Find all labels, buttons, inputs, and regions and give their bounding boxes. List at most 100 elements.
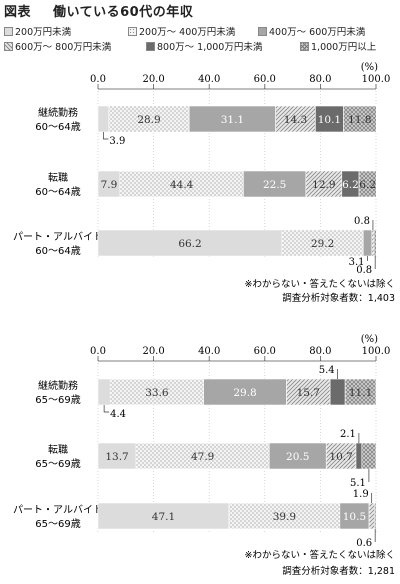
note-exclusion: ※わからない・答えたくないは除く bbox=[245, 549, 395, 561]
legend-label-2: 200万～ 400万円未満 bbox=[139, 27, 236, 38]
bar-segment bbox=[339, 502, 370, 530]
data-label: 22.5 bbox=[263, 179, 286, 191]
legend-item-2: 200万～ 400万円未満 bbox=[128, 27, 235, 39]
legend-label-6: 1,000万円以上 bbox=[311, 42, 377, 53]
bar-segment bbox=[97, 442, 137, 470]
note-sample-size: 調査分析対象者数：1,403 bbox=[282, 292, 395, 304]
category-label: 転職 bbox=[48, 172, 68, 184]
legend-item-5: 800万～ 1,000万円未満 bbox=[146, 42, 262, 54]
bar-segment bbox=[243, 170, 307, 198]
chart-panel-1: (%) 0.0 20.0 40.0 60.0 80.0 100.0 継続勤務 60～64歳 3.9… bbox=[13, 62, 395, 304]
bar-segment bbox=[97, 378, 111, 406]
title-prefix: 図表 bbox=[4, 5, 32, 20]
data-label: 5.4 bbox=[319, 365, 335, 376]
data-label: 10.5 bbox=[343, 511, 366, 523]
bar-segment bbox=[109, 378, 204, 406]
category-label: 60～64歳 bbox=[35, 186, 80, 198]
bar-segment bbox=[371, 229, 375, 257]
callout-line bbox=[103, 405, 110, 413]
data-label: 15.7 bbox=[297, 387, 320, 399]
bar-segment bbox=[268, 442, 327, 470]
bar-segment bbox=[358, 170, 377, 198]
bar-segment bbox=[374, 502, 377, 530]
x-tick-label: 20.0 bbox=[142, 346, 164, 357]
x-tick-label: 20.0 bbox=[142, 74, 164, 85]
legend-swatch-3 bbox=[258, 27, 267, 36]
bar-segment bbox=[343, 105, 377, 133]
bar-segment bbox=[361, 442, 377, 470]
bar-segment bbox=[305, 170, 343, 198]
x-tick-label: 40.0 bbox=[198, 346, 220, 357]
data-label: 4.4 bbox=[110, 409, 126, 420]
data-label: 6.2 bbox=[342, 179, 359, 191]
data-label: 47.1 bbox=[152, 511, 175, 523]
data-label: 13.7 bbox=[105, 451, 128, 463]
chart-title: 図表 働いている60代の年収 bbox=[4, 1, 193, 20]
callout-line bbox=[103, 132, 109, 140]
data-label: 11.1 bbox=[349, 387, 372, 399]
legend-item-3: 400万～ 600万円未満 bbox=[258, 27, 365, 39]
category-label: 65～69歳 bbox=[35, 518, 80, 530]
chart-panel-2: (%) 0.0 20.0 40.0 60.0 80.0 100.0 継続勤務 65～69歳 4.4… bbox=[13, 334, 395, 577]
x-tick-label: 60.0 bbox=[254, 346, 276, 357]
bar-segment bbox=[286, 378, 331, 406]
data-label: 28.9 bbox=[137, 114, 160, 126]
data-label: 0.8 bbox=[354, 216, 370, 227]
bar-segment bbox=[281, 229, 364, 257]
category-label: 65～69歳 bbox=[35, 394, 80, 406]
bar-segment bbox=[97, 105, 110, 133]
x-tick-label: 60.0 bbox=[254, 74, 276, 85]
data-label: 12.9 bbox=[312, 179, 335, 191]
bar-segment bbox=[97, 502, 230, 530]
title-text: 働いている60代の年収 bbox=[53, 5, 194, 20]
category-label: 60～64歳 bbox=[35, 121, 80, 133]
data-label: 0.8 bbox=[356, 265, 372, 276]
bar-segment bbox=[329, 378, 346, 406]
bar-segment bbox=[344, 378, 377, 406]
bar-segment bbox=[108, 105, 190, 133]
legend-swatch-1 bbox=[4, 27, 13, 36]
unit-label: (%) bbox=[361, 62, 378, 73]
note-sample-size: 調査分析対象者数：1,281 bbox=[282, 565, 395, 577]
data-label: 31.1 bbox=[221, 114, 244, 126]
data-label: 2.1 bbox=[340, 429, 356, 440]
data-label: 11.8 bbox=[348, 114, 371, 126]
bar-segment bbox=[325, 442, 357, 470]
data-label: 29.2 bbox=[311, 238, 334, 250]
legend-label-5: 800万～ 1,000万円未満 bbox=[157, 42, 263, 53]
data-label: 1.9 bbox=[353, 489, 369, 500]
x-tick-label: 80.0 bbox=[309, 74, 331, 85]
category-label: 60～64歳 bbox=[35, 245, 80, 257]
legend-item-6: 1,000万円以上 bbox=[300, 42, 376, 54]
category-label: パート・アルバイト bbox=[13, 504, 103, 516]
data-label: 33.6 bbox=[145, 387, 169, 399]
bar-segment bbox=[135, 442, 270, 470]
data-label: 44.4 bbox=[170, 179, 194, 191]
note-exclusion: ※わからない・答えたくないは除く bbox=[245, 278, 395, 290]
data-label: 20.5 bbox=[286, 451, 309, 463]
category-label: パート・アルバイト bbox=[13, 231, 103, 243]
data-label: 47.9 bbox=[191, 451, 214, 463]
data-label: 7.9 bbox=[101, 179, 118, 191]
data-label: 3.9 bbox=[109, 136, 125, 147]
bar-segment bbox=[203, 378, 287, 406]
bar-segment bbox=[373, 229, 377, 257]
data-label: 10.1 bbox=[318, 114, 341, 126]
bar-segment bbox=[228, 502, 341, 530]
data-label: 10.7 bbox=[329, 451, 352, 463]
data-label: 14.3 bbox=[284, 114, 307, 126]
x-tick-label: 0.0 bbox=[90, 346, 106, 357]
category-label: 65～69歳 bbox=[35, 458, 80, 470]
bar-segment bbox=[188, 105, 276, 133]
legend-item-4: 600万～ 800万円未満 bbox=[4, 42, 111, 54]
legend-label-4: 600万～ 800万円未満 bbox=[15, 42, 112, 53]
bar-segment bbox=[97, 229, 283, 257]
category-label: 継続勤務 bbox=[38, 106, 78, 119]
bar-segment bbox=[362, 229, 373, 257]
x-tick-label: 80.0 bbox=[309, 346, 331, 357]
data-label: 3.1 bbox=[349, 257, 365, 268]
x-tick-label: 100.0 bbox=[362, 346, 391, 357]
unit-label: (%) bbox=[361, 334, 378, 345]
data-label: 29.8 bbox=[233, 387, 256, 399]
